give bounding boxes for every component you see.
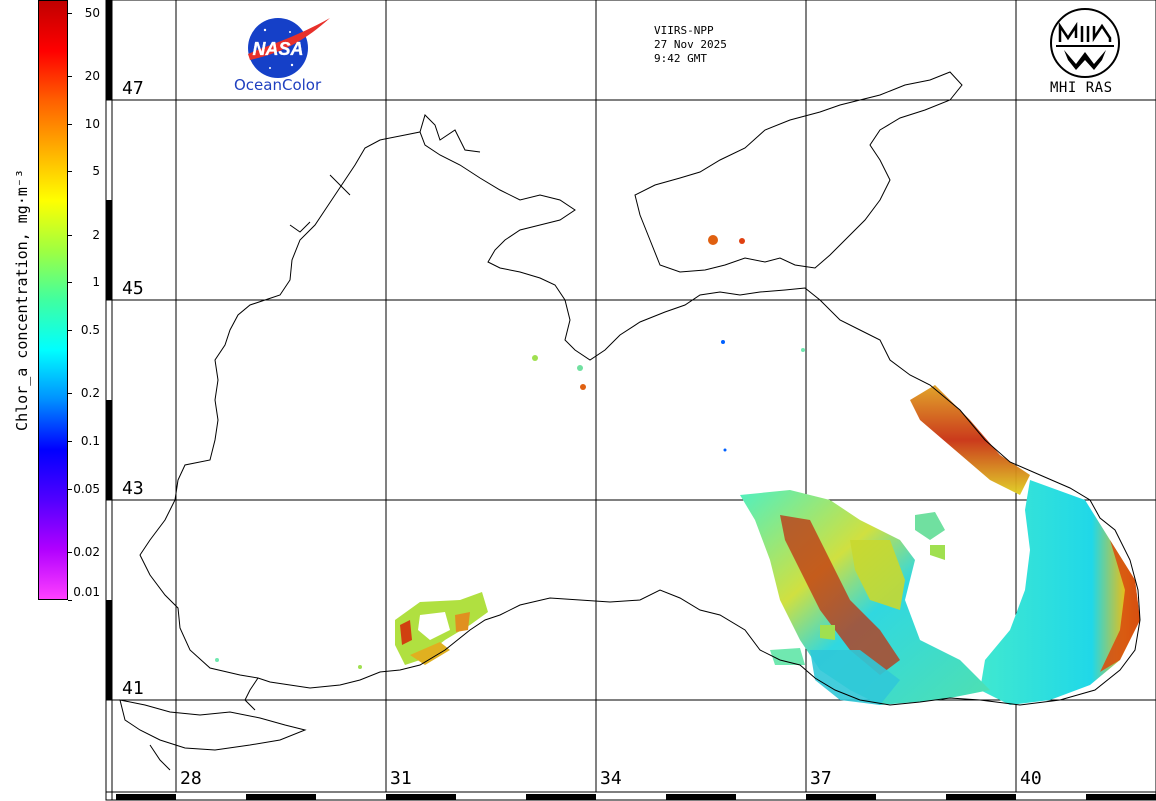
lon-label-31: 31 <box>390 768 412 789</box>
coastline <box>119 71 1141 771</box>
pass-info: VIIRS-NPP 27 Nov 2025 9:42 GMT <box>654 24 727 66</box>
colorbar-tick-label: 1 <box>92 275 100 290</box>
colorbar-tick-mark <box>68 393 72 395</box>
lon-label-40: 40 <box>1020 768 1042 789</box>
lon-label-34: 34 <box>600 768 622 789</box>
colorbar-tick-label: 50 <box>84 5 100 20</box>
lat-label-43: 43 <box>120 478 146 499</box>
pass-time: 9:42 GMT <box>654 52 707 65</box>
colorbar-tick-label: 0.1 <box>80 434 100 449</box>
colorbar-tick-label: 0.2 <box>80 386 100 401</box>
chlorophyll-swath <box>215 235 1140 705</box>
nasa-logo: NASA <box>248 18 330 78</box>
colorbar-tick-mark <box>68 330 72 332</box>
colorbar-gradient <box>38 0 68 600</box>
colorbar-tick-label: 10 <box>84 116 100 131</box>
bottom-ruler <box>106 791 1156 800</box>
lat-label-45: 45 <box>120 278 146 299</box>
colorbar-tick-label: 20 <box>84 68 100 83</box>
nasa-text: NASA <box>252 39 303 59</box>
mhi-ras-logo <box>1050 8 1120 78</box>
lat-label-41: 41 <box>120 678 146 699</box>
colorbar-tick-label: 0.5 <box>80 323 100 338</box>
colorbar-tick-mark <box>68 75 72 77</box>
colorbar-tick-mark <box>68 282 72 284</box>
graticule <box>106 0 1156 792</box>
colorbar-tick-mark <box>68 441 72 443</box>
colorbar-tick-mark <box>68 12 72 14</box>
oceancolor-label: OceanColor <box>234 76 322 94</box>
left-ruler <box>106 0 113 800</box>
colorbar-tick-mark <box>68 600 72 601</box>
lon-label-28: 28 <box>180 768 202 789</box>
colorbar-tick-label: 0.05 <box>73 481 100 496</box>
colorbar-tick-mark <box>68 488 72 490</box>
lon-label-37: 37 <box>810 768 832 789</box>
colorbar-tick-label: 5 <box>92 164 100 179</box>
colorbar-tick-label: 0.02 <box>73 545 100 560</box>
colorbar-tick-mark <box>68 123 72 125</box>
pass-date: 27 Nov 2025 <box>654 38 727 51</box>
mhi-ras-label: MHI RAS <box>1050 80 1113 96</box>
colorbar-tick-label: 0.01 <box>73 585 100 599</box>
lat-label-47: 47 <box>120 78 146 99</box>
colorbar-tick-mark <box>68 171 72 173</box>
colorbar-ticks: 50 20 10 5 2 1 0.5 0.2 0.1 0.05 0.02 0.01 <box>68 0 106 601</box>
colorbar-tick-mark <box>68 234 72 236</box>
satellite-name: VIIRS-NPP <box>654 24 714 37</box>
colorbar-tick-mark <box>68 552 72 554</box>
colorbar-tick-label: 2 <box>92 227 100 242</box>
